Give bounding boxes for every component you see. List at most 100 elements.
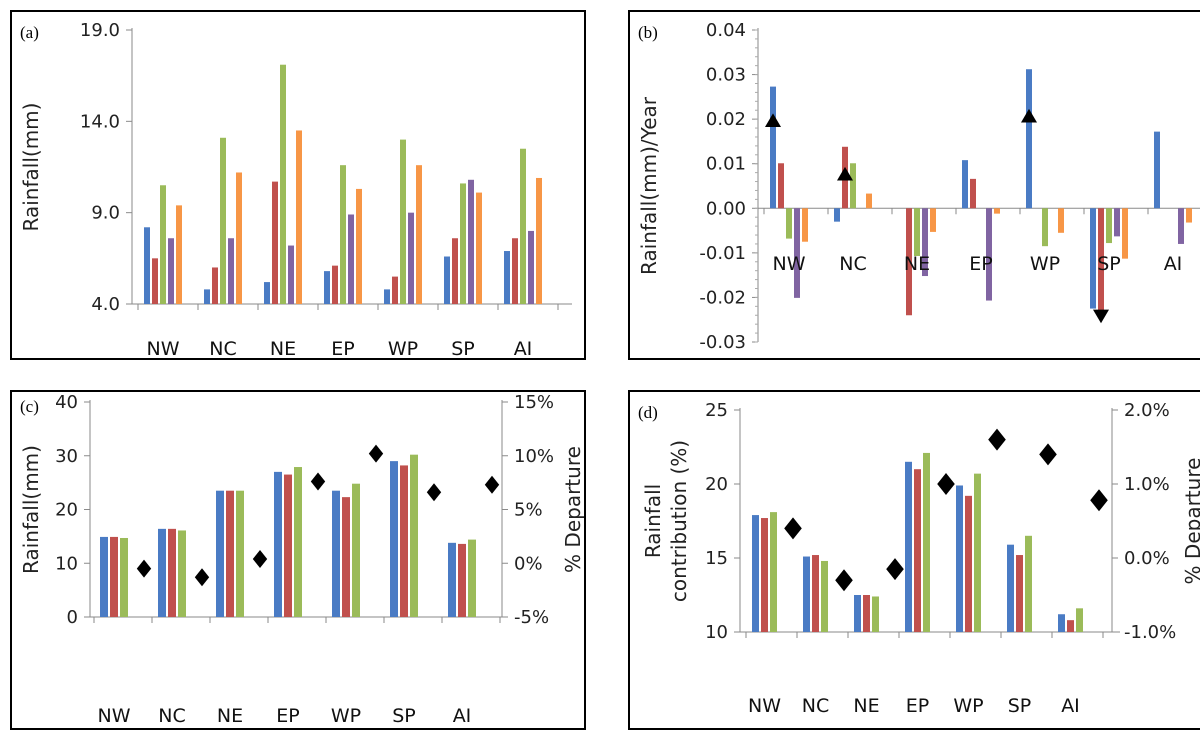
bar-sp-green	[1106, 208, 1112, 244]
y-right-tick-label: -1.0%	[1124, 622, 1176, 643]
category-label-wp: WP	[388, 338, 418, 360]
panel-c-rainfall-departure: (c) 0 10 20 30 40 NW NC NE EP WP SP AI Rainfall(mm) -5…	[10, 390, 586, 730]
category-label-ai: AI	[514, 338, 533, 360]
bar-nc-green	[850, 163, 856, 209]
category-label-wp: WP	[1030, 253, 1060, 275]
y-tick-label: -0.03	[699, 332, 746, 353]
y-axis-label-line1: Rainfall	[641, 484, 665, 558]
bar-ai-orange	[536, 177, 542, 304]
category-label-nw: NW	[773, 253, 806, 275]
bar-nc-red	[212, 267, 218, 304]
bar-ai-green	[468, 539, 476, 617]
y-axis-label: Rainfall(mm)	[19, 445, 43, 574]
y-right-tick-label: 10%	[514, 446, 554, 467]
bar-nc-blue	[158, 528, 166, 617]
departure-marker-ep	[937, 473, 955, 495]
bar-ne-blue	[854, 595, 861, 632]
y-tick-label: 0.02	[706, 109, 746, 130]
departure-marker-nw	[136, 559, 152, 578]
y-tick-label: 15	[705, 548, 728, 569]
bar-wp-green	[352, 483, 360, 617]
panel-a-rainfall: (a) 4.0 9.0 14.0 19.0 NW NC NE EP WP SP AI Rainfall(…	[10, 10, 586, 360]
bar-nw-orange	[176, 205, 182, 304]
category-label-nc: NC	[158, 705, 185, 727]
y-right-tick-label: 0.0%	[1124, 548, 1170, 569]
bar-wp-red	[965, 495, 972, 632]
bar-ep-red	[332, 265, 338, 304]
departure-marker-nc	[835, 569, 853, 592]
bar-ai-green	[520, 148, 526, 304]
bar-ne-purple	[288, 245, 294, 304]
y-tick-label: 40	[55, 392, 78, 413]
bar-ai-red	[512, 238, 518, 304]
bar-nc-blue	[204, 289, 210, 304]
bar-ep-blue	[905, 461, 912, 632]
chart-a-svg: (a) 4.0 9.0 14.0 19.0 NW NC NE EP WP SP AI Rainfall(…	[19, 20, 572, 360]
bar-nw-blue	[144, 227, 150, 304]
y-tick-label: 0.01	[706, 154, 746, 175]
panel-label: (c)	[20, 397, 39, 416]
bar-ne-orange	[296, 130, 302, 304]
departure-marker-ep	[310, 472, 326, 491]
bar-ne-red	[272, 181, 278, 304]
y-tick-label: 19.0	[80, 20, 120, 41]
bar-ai-blue	[504, 251, 510, 304]
bar-ep-blue	[324, 271, 330, 304]
bar-nw-green	[120, 537, 128, 617]
bar-sp-purple	[1114, 208, 1120, 237]
bar-ai-purple	[1178, 208, 1184, 244]
bar-ep-red	[970, 178, 976, 209]
bar-ne-green	[872, 596, 879, 632]
departure-marker-ne	[886, 558, 904, 581]
bar-nc-green	[821, 560, 828, 632]
bar-nc-red	[168, 528, 176, 617]
bar-nc-red	[812, 555, 819, 632]
bar-wp-red	[342, 497, 350, 617]
bar-sp-green	[410, 454, 418, 617]
category-label-sp: SP	[1097, 253, 1121, 275]
y-axis-right-label: % Departure	[1181, 458, 1200, 585]
bar-sp-blue	[1007, 544, 1014, 632]
category-label-nc: NC	[209, 338, 236, 360]
bar-ne-green	[280, 64, 286, 304]
category-label-ai: AI	[1061, 695, 1080, 717]
category-label-ep: EP	[906, 695, 929, 717]
category-label-ne: NE	[270, 338, 296, 360]
category-label-sp: SP	[392, 705, 416, 727]
y-tick-label: 0.04	[706, 20, 746, 41]
panel-label: (d)	[638, 403, 658, 422]
bar-nc-blue	[834, 208, 840, 222]
bar-sp-green	[460, 183, 466, 304]
category-label-nc: NC	[839, 253, 866, 275]
bar-ne-red	[226, 490, 234, 617]
bar-nc-orange	[236, 172, 242, 304]
panel-label: (b)	[638, 23, 658, 42]
y-tick-label: 0.00	[706, 198, 746, 219]
bar-nw-purple	[168, 238, 174, 304]
bar-wp-orange	[416, 165, 422, 304]
bar-sp-orange	[476, 192, 482, 304]
y-tick-label: 20	[55, 500, 78, 521]
bar-wp-green	[400, 139, 406, 304]
category-label-ne: NE	[853, 695, 879, 717]
category-label-nw: NW	[748, 695, 781, 717]
category-label-nw: NW	[147, 338, 180, 360]
bar-wp-green	[974, 473, 981, 632]
significance-marker-nc	[837, 166, 853, 181]
category-label-wp: WP	[331, 705, 361, 727]
departure-marker-wp	[368, 444, 384, 463]
departure-marker-wp	[988, 428, 1006, 451]
chart-d-svg: (d) 10 15 20 25 NW NC NE EP WP SP AI Rainfall contrib…	[638, 400, 1200, 717]
bar-ep-red	[284, 474, 292, 617]
y-tick-label: 4.0	[91, 294, 120, 315]
bar-ep-blue	[274, 471, 282, 617]
y-tick-label: 30	[55, 446, 78, 467]
category-label-wp: WP	[953, 695, 983, 717]
bar-ai-red	[458, 543, 466, 617]
y-axis-label: Rainfall(mm)/Year	[637, 96, 661, 275]
y-right-tick-label: 1.0%	[1124, 474, 1170, 495]
bar-sp-purple	[468, 179, 474, 304]
category-label-ai: AI	[1164, 253, 1183, 275]
bar-ep-orange	[994, 208, 1000, 214]
y-tick-label: 10	[705, 622, 728, 643]
